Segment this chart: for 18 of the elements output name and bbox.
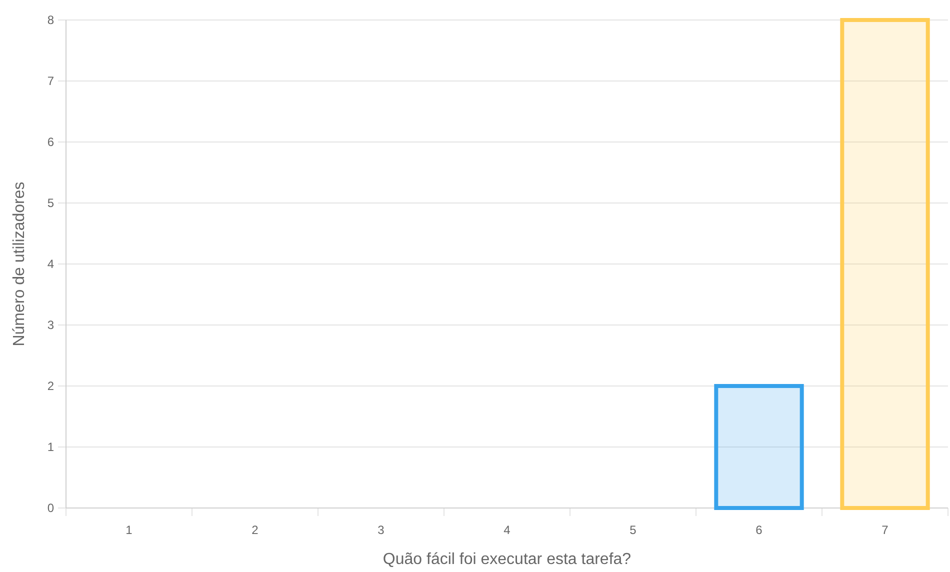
x-tick-label: 3 <box>378 523 385 537</box>
x-tick-label: 6 <box>756 523 763 537</box>
y-tick-label: 8 <box>47 13 54 28</box>
x-tick-label: 2 <box>252 523 259 537</box>
x-tick-label: 1 <box>126 523 133 537</box>
y-tick-label: 6 <box>47 135 54 150</box>
y-tick-label: 0 <box>47 501 54 516</box>
x-axis-title: Quão fácil foi executar esta tarefa? <box>382 551 632 568</box>
y-tick-label: 4 <box>47 257 54 272</box>
y-tick-label: 1 <box>47 440 54 454</box>
x-tick-label: 4 <box>504 523 511 537</box>
y-axis-title: Número de utilizadores <box>11 182 28 346</box>
x-tick-label: 7 <box>882 523 889 537</box>
x-tick-label: 5 <box>630 523 637 537</box>
y-tick-label: 7 <box>47 74 54 88</box>
y-tick-label: 3 <box>47 318 54 332</box>
y-tick-label: 5 <box>47 196 54 210</box>
y-tick-label: 2 <box>47 379 54 394</box>
